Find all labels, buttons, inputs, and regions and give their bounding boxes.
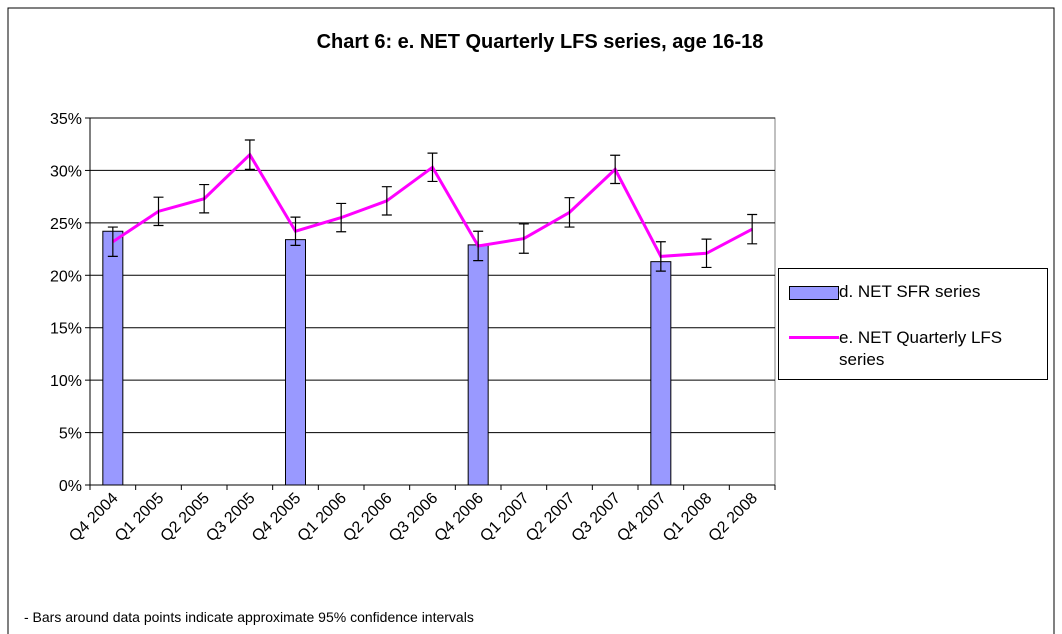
y-tick-label: 20% (50, 268, 82, 285)
y-tick-label: 30% (50, 163, 82, 180)
error-bar (747, 213, 758, 245)
error-bar (244, 139, 255, 170)
error-bar (199, 183, 210, 214)
error-bar (473, 230, 484, 262)
legend-label: e. NET Quarterly LFS series (839, 328, 1003, 369)
error-bar (564, 197, 575, 228)
legend-key (789, 286, 839, 300)
error-bar (107, 226, 118, 258)
chart-title: Chart 6: e. NET Quarterly LFS series, ag… (317, 31, 764, 53)
error-bar (290, 216, 301, 247)
legend-key (789, 336, 839, 339)
error-bar (153, 196, 164, 227)
legend: d. NET SFR series e. NET Quarterly LFS se… (778, 268, 1048, 380)
error-bar (381, 186, 392, 216)
legend-label: d. NET SFR series (839, 282, 981, 301)
y-tick-label: 35% (50, 111, 82, 128)
error-bar (610, 154, 621, 185)
bar (650, 261, 672, 486)
y-tick-label: 0% (59, 478, 82, 495)
note: - Bars around data points indicate appro… (24, 609, 474, 625)
y-tick-label: 25% (50, 216, 82, 233)
y-tick-label: 10% (50, 373, 82, 390)
error-bar (427, 152, 438, 183)
error-bar (701, 238, 712, 269)
error-bar (336, 202, 347, 233)
y-tick-label: 5% (59, 426, 82, 443)
error-bar (655, 241, 666, 272)
bar (285, 239, 306, 486)
bar (467, 244, 489, 486)
bar (102, 230, 124, 486)
y-tick-label: 15% (50, 321, 82, 338)
error-bar (518, 223, 529, 254)
